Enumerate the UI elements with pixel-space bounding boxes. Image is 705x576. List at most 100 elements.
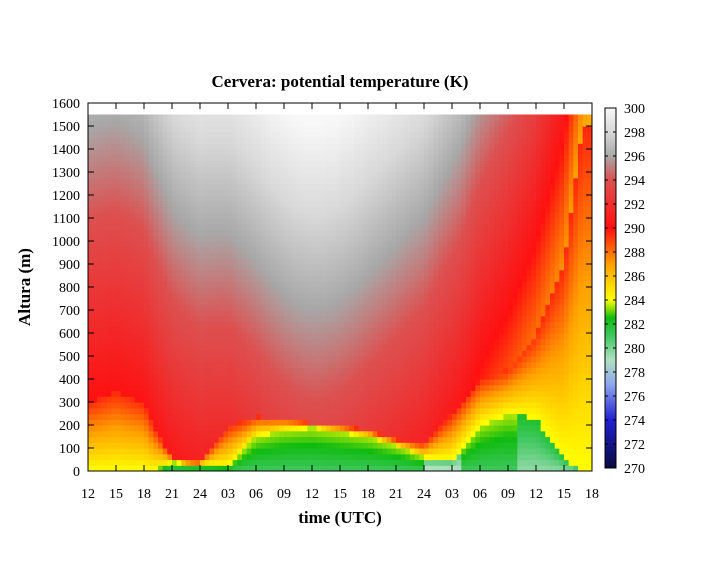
heatmap-cell	[442, 344, 448, 351]
heatmap-cell	[452, 465, 458, 471]
heatmap-cell	[326, 333, 332, 340]
heatmap-cell	[92, 356, 98, 363]
heatmap-cell	[288, 281, 294, 288]
heatmap-cell	[330, 131, 336, 139]
heatmap-cell	[316, 120, 322, 127]
heatmap-cell	[209, 149, 215, 156]
heatmap-cell	[232, 310, 238, 317]
heatmap-cell	[279, 333, 285, 340]
heatmap-cell	[358, 419, 364, 426]
heatmap-cell	[368, 436, 374, 443]
heatmap-cell	[209, 384, 215, 392]
heatmap-cell	[256, 229, 262, 236]
heatmap-cell	[442, 350, 448, 357]
heatmap-cell	[312, 218, 318, 225]
heatmap-cell	[344, 292, 350, 300]
heatmap-cell	[251, 304, 257, 311]
heatmap-cell	[279, 149, 285, 156]
heatmap-cell	[120, 448, 126, 455]
heatmap-cell	[88, 172, 94, 179]
heatmap-cell	[368, 292, 374, 300]
heatmap-cell	[153, 166, 159, 173]
heatmap-cell	[111, 413, 117, 420]
heatmap-cell	[218, 356, 224, 363]
heatmap-cell	[256, 465, 262, 471]
heatmap-cell	[335, 384, 341, 392]
heatmap-cell	[386, 177, 392, 185]
heatmap-cell	[410, 166, 416, 173]
heatmap-cell	[274, 465, 280, 471]
heatmap-cell	[405, 281, 411, 288]
heatmap-cell	[358, 258, 364, 265]
heatmap-cell	[97, 218, 103, 225]
heatmap-cell	[354, 246, 360, 254]
heatmap-cell	[88, 223, 94, 231]
heatmap-cell	[214, 315, 220, 323]
heatmap-cell	[120, 177, 126, 185]
heatmap-cell	[377, 333, 383, 340]
heatmap-cell	[251, 195, 257, 202]
heatmap-cell	[106, 292, 112, 300]
heatmap-cell	[256, 200, 262, 208]
heatmap-cell	[461, 448, 467, 455]
heatmap-cell	[172, 390, 178, 397]
heatmap-cell	[363, 246, 369, 254]
heatmap-cell	[452, 258, 458, 265]
heatmap-cell	[242, 143, 248, 150]
heatmap-cell	[391, 459, 397, 466]
heatmap-cell	[232, 373, 238, 380]
heatmap-cell	[452, 235, 458, 242]
heatmap-cell	[223, 131, 229, 139]
heatmap-cell	[312, 465, 318, 471]
heatmap-cell	[302, 292, 308, 300]
heatmap-cell	[316, 356, 322, 363]
heatmap-cell	[97, 367, 103, 374]
heatmap-cell	[391, 206, 397, 213]
heatmap-cell	[382, 321, 388, 328]
heatmap-cell	[316, 143, 322, 150]
heatmap-cell	[358, 172, 364, 179]
heatmap-cell	[134, 206, 140, 213]
heatmap-cell	[153, 126, 159, 133]
heatmap-cell	[97, 212, 103, 219]
heatmap-cell	[293, 333, 299, 340]
heatmap-cell	[340, 304, 346, 311]
heatmap-cell	[424, 160, 430, 167]
heatmap-cell	[279, 453, 285, 461]
heatmap-cell	[270, 126, 276, 133]
heatmap-cell	[223, 137, 229, 144]
heatmap-cell	[125, 200, 131, 208]
heatmap-cell	[116, 131, 122, 139]
heatmap-cell	[410, 200, 416, 208]
heatmap-cell	[97, 172, 103, 179]
heatmap-cell	[284, 396, 290, 403]
heatmap-cell	[214, 327, 220, 334]
heatmap-cell	[181, 465, 187, 471]
heatmap-cell	[386, 149, 392, 156]
heatmap-cell	[200, 223, 206, 231]
heatmap-cell	[288, 154, 294, 162]
heatmap-cell	[116, 384, 122, 392]
heatmap-cell	[377, 252, 383, 259]
heatmap-cell	[298, 419, 304, 426]
heatmap-cell	[256, 396, 262, 403]
heatmap-cell	[386, 292, 392, 300]
heatmap-cell	[405, 425, 411, 432]
heatmap-cell	[358, 241, 364, 248]
heatmap-cell	[368, 379, 374, 386]
heatmap-cell	[88, 373, 94, 380]
heatmap-cell	[97, 465, 103, 471]
heatmap-cell	[214, 177, 220, 185]
heatmap-cell	[218, 229, 224, 236]
heatmap-cell	[335, 126, 341, 133]
heatmap-cell	[326, 275, 332, 282]
heatmap-cell	[116, 223, 122, 231]
heatmap-cell	[368, 390, 374, 397]
heatmap-cell	[368, 425, 374, 432]
heatmap-cell	[414, 200, 420, 208]
heatmap-cell	[447, 413, 453, 420]
heatmap-cell	[433, 131, 439, 139]
heatmap-cell	[372, 304, 378, 311]
heatmap-cell	[419, 172, 425, 179]
heatmap-cell	[246, 442, 252, 449]
